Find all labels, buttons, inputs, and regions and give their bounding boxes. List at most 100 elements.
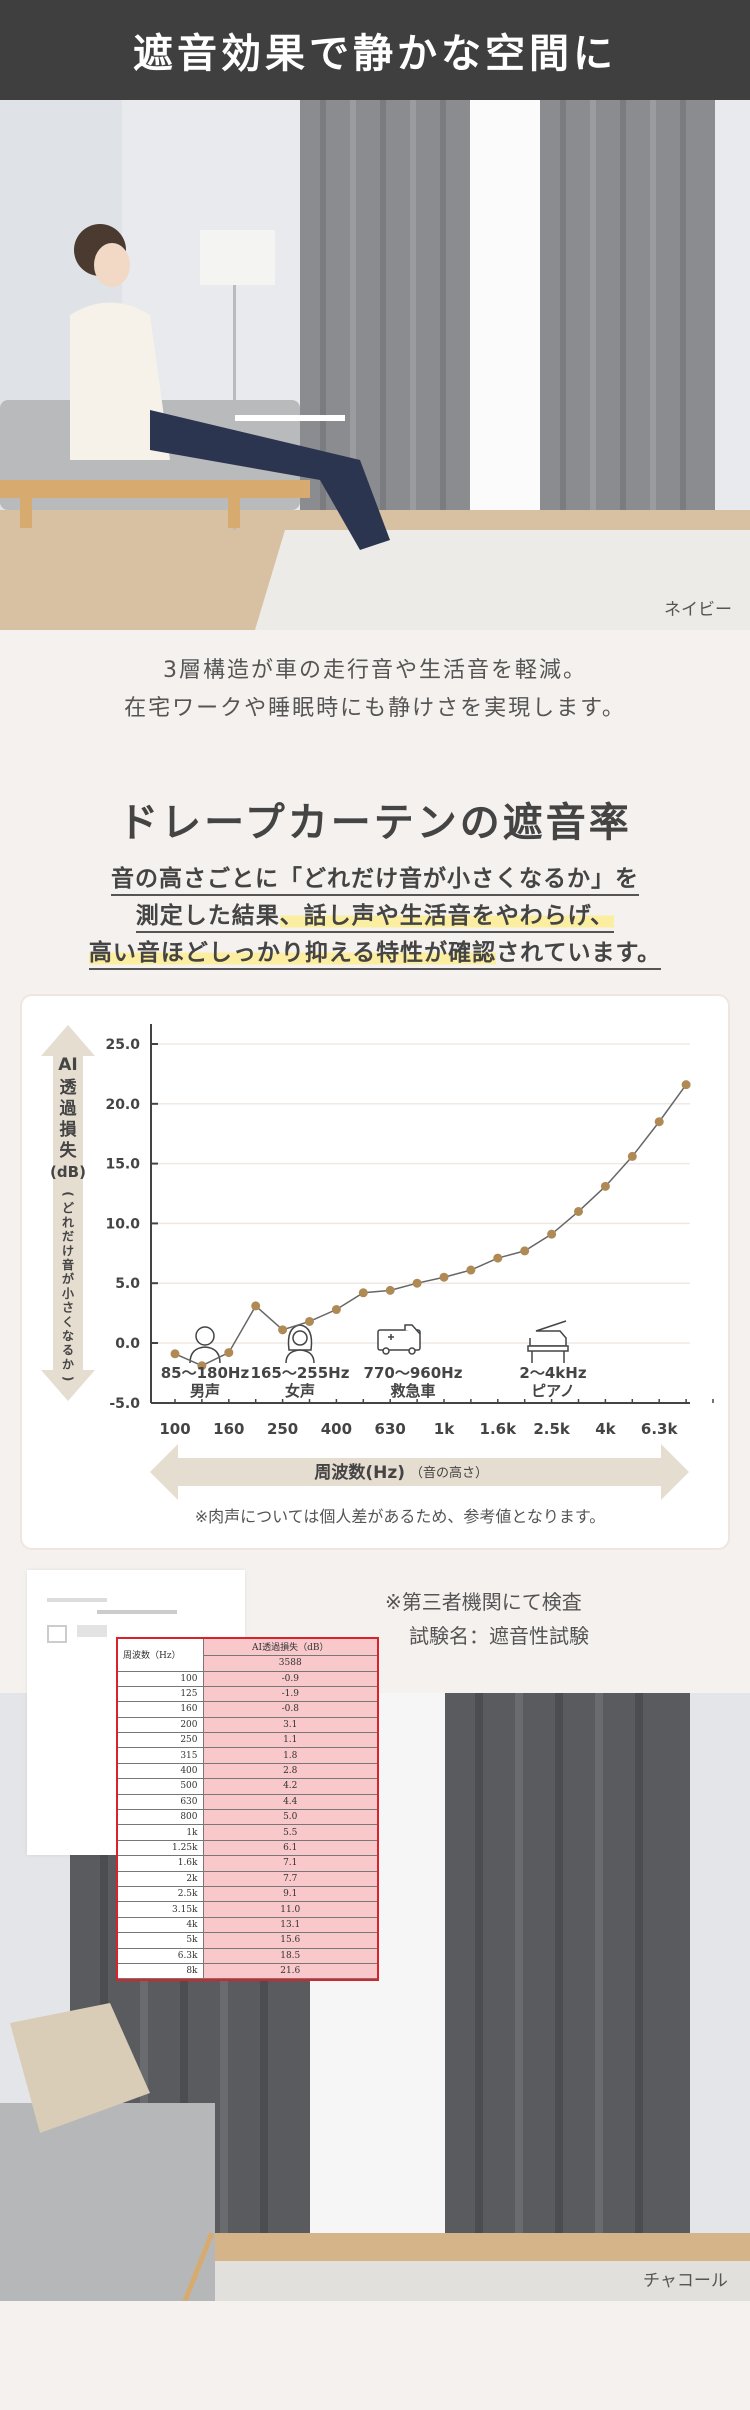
table-row: 2.5k 9.1 <box>118 1886 377 1903</box>
table-row: 500 4.2 <box>118 1778 377 1795</box>
table-cell-value: 11.0 <box>203 1901 377 1918</box>
curtain-right <box>540 100 715 510</box>
y-tick-label: 0.0 <box>115 1336 140 1352</box>
x-axis-sublabel: （音の高さ） <box>410 1465 488 1481</box>
data-point <box>170 1349 180 1359</box>
table-row: 100 -0.9 <box>118 1671 377 1687</box>
svg-text:小: 小 <box>62 1285 74 1300</box>
svg-text:ど: ど <box>62 1201 74 1215</box>
annotation-range: 2〜4kHz <box>519 1364 586 1382</box>
x-tick-label: 100 <box>159 1420 190 1438</box>
table-cell-value: 15.6 <box>203 1932 377 1949</box>
svg-text:損: 損 <box>60 1119 78 1140</box>
table-header-frequency: 周波数（Hz） <box>118 1639 204 1672</box>
y-tick-label: 5.0 <box>115 1276 140 1292</box>
subtitle-line-2b-highlight: 、話し声や生活音をやわらげ、 <box>279 903 615 933</box>
data-point <box>278 1325 288 1335</box>
table-cell-frequency: 500 <box>118 1778 204 1795</box>
table-row: 250 1.1 <box>118 1732 377 1749</box>
data-point <box>197 1361 207 1371</box>
annotation-label: 救急車 <box>390 1382 435 1400</box>
x-tick-label: 1.6k <box>480 1420 518 1438</box>
woman-icon <box>285 1324 315 1364</box>
section-title: ドレープカーテンの遮音率 <box>118 800 632 846</box>
chart-note: ※肉声については個人差があるため、参考値となります。 <box>194 1507 606 1526</box>
table-cell-value: 9.1 <box>203 1886 377 1903</box>
annotation-label: 男声 <box>190 1382 220 1400</box>
table-cell-frequency: 630 <box>118 1794 204 1811</box>
svg-text:だ: だ <box>62 1230 74 1244</box>
svg-text:音: 音 <box>62 1257 74 1272</box>
svg-text:(dB): (dB) <box>50 1163 86 1181</box>
table-row: 125 -1.9 <box>118 1686 377 1703</box>
table-cell-value: 4.4 <box>203 1794 377 1811</box>
man-icon <box>189 1326 221 1364</box>
test-agency-note: ※第三者機関にて検査 <box>385 1590 582 1614</box>
subtitle-line-1: 音の高さごとに「どれだけ音が小さくなるか」を <box>111 866 639 896</box>
data-point <box>654 1117 664 1127</box>
svg-text:): ) <box>61 1376 75 1381</box>
table-row: 400 2.8 <box>118 1763 377 1780</box>
svg-text:過: 過 <box>60 1099 78 1119</box>
data-point <box>412 1278 422 1288</box>
table-header-sample: 3588 <box>203 1655 377 1672</box>
table-cell-frequency: 250 <box>118 1732 204 1749</box>
y-axis-label-ai: AI <box>58 1055 77 1075</box>
table-cell-frequency: 5k <box>118 1932 204 1949</box>
subtitle-line-2a: 測定した結果 <box>135 903 280 933</box>
data-point <box>439 1272 449 1282</box>
table-cell-value: 3.1 <box>203 1717 377 1734</box>
table-row: 1.6k 7.1 <box>118 1855 377 1872</box>
test-name: 試験名：遮音性試験 <box>409 1624 589 1648</box>
curtain-left <box>300 100 470 510</box>
chart-card <box>22 996 728 1548</box>
table-row: 200 3.1 <box>118 1717 377 1734</box>
data-point <box>466 1265 476 1275</box>
table-cell-value: 1.1 <box>203 1732 377 1749</box>
table-row: 315 1.8 <box>118 1747 377 1764</box>
table-cell-frequency: 3.15k <box>118 1901 204 1918</box>
table-cell-frequency: 1k <box>118 1824 204 1841</box>
color-label-navy: ネイビー <box>664 600 732 620</box>
subtitle-line-3a-highlight: 高い音ほどしっかり抑える特性が確認 <box>88 940 497 970</box>
data-point <box>331 1305 341 1315</box>
svg-text:失: 失 <box>60 1140 78 1161</box>
table-cell-frequency: 315 <box>118 1747 204 1764</box>
sound-insulation-chart: AI 透過損失 (dB) (どれだけ音が小さくなるか) 25.0 20.0 15.0 10… <box>41 1024 714 1500</box>
test-info: ※第三者機関にて検査 試験名：遮音性試験 <box>385 1585 589 1653</box>
y-tick-label: 15.0 <box>105 1157 140 1173</box>
intro-line-2: 在宅ワークや睡眠時にも静けさを実現します。 <box>124 696 626 721</box>
table-cell-frequency: 800 <box>118 1809 204 1826</box>
table-cell-value: -0.9 <box>203 1671 377 1687</box>
intro-text: 3層構造が車の走行音や生活音を軽減。 在宅ワークや睡眠時にも静けさを実現します。 <box>0 652 750 728</box>
table-cell-frequency: 2.5k <box>118 1886 204 1903</box>
data-line <box>174 1084 687 1367</box>
chart-grid: 25.0 20.0 15.0 10.0 5.0 0.0 -5.0 <box>105 1037 690 1412</box>
subtitle-line-3b: されています。 <box>496 940 662 970</box>
table-row: 5k 15.6 <box>118 1932 377 1949</box>
hero-photo-navy: ネイビー <box>0 100 750 630</box>
table-cell-frequency: 2k <box>118 1871 204 1887</box>
data-point <box>574 1206 583 1216</box>
svg-text:る: る <box>62 1343 74 1357</box>
data-point <box>224 1348 234 1358</box>
x-tick-label: 160 <box>213 1420 244 1438</box>
data-point <box>251 1301 261 1311</box>
annotation-range: 165〜255Hz <box>251 1364 350 1382</box>
x-tick-label: 4k <box>595 1420 616 1438</box>
data-point <box>520 1246 530 1256</box>
data-point <box>681 1080 691 1090</box>
y-tick-label: 20.0 <box>105 1097 140 1113</box>
data-point <box>627 1151 637 1161</box>
x-tick-label: 2.5k <box>533 1420 571 1438</box>
svg-text:透: 透 <box>60 1077 78 1098</box>
section-subtitle: 音の高さごとに「どれだけ音が小さくなるか」を 測定した結果、話し声や生活音をやわ… <box>0 862 750 973</box>
x-axis-ticks: 100 160 250 400 630 1k 1.6k 2.5k 4k 6.3k <box>159 1399 714 1438</box>
table-row: 630 4.4 <box>118 1794 377 1811</box>
x-axis-label: 周波数(Hz) <box>314 1462 405 1483</box>
data-point <box>385 1285 395 1295</box>
y-tick-label: 10.0 <box>105 1216 140 1232</box>
y-tick-label: -5.0 <box>109 1396 140 1412</box>
table-cell-frequency: 6.3k <box>118 1948 204 1964</box>
color-label-charcoal: チャコール <box>643 2271 728 2291</box>
